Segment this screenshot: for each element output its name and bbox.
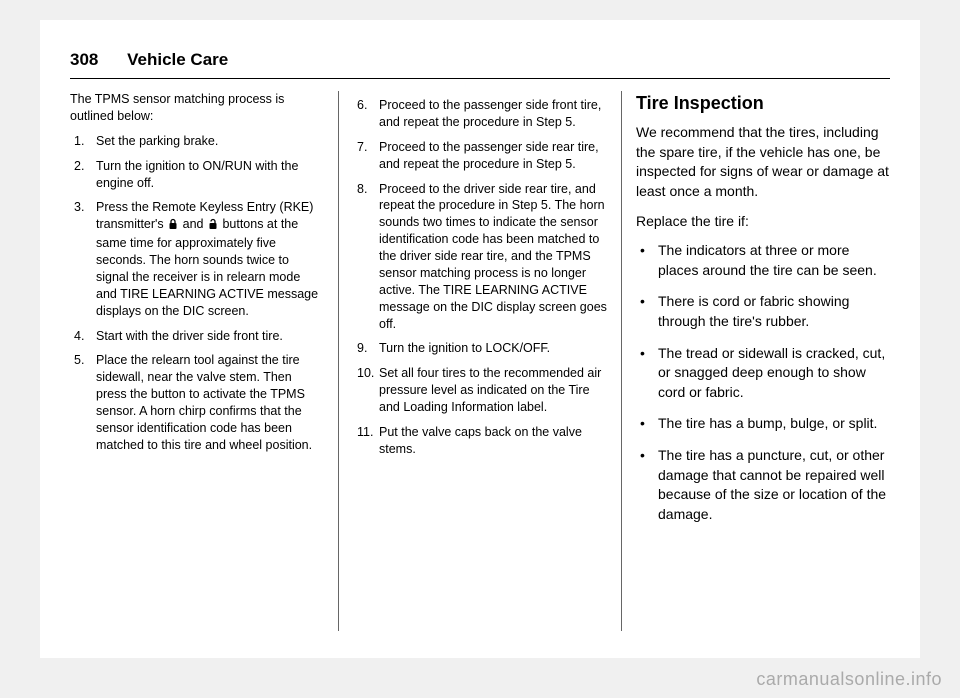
list-item: Proceed to the passenger side rear tire,… xyxy=(353,139,607,173)
col3-heading: Tire Inspection xyxy=(636,91,890,115)
section-title: Vehicle Care xyxy=(127,50,228,69)
list-item: Start with the driver side front tire. xyxy=(70,328,324,345)
col3-sub: Replace the tire if: xyxy=(636,212,890,232)
list-item: The tire has a bump, bulge, or split. xyxy=(636,414,890,434)
unlock-icon xyxy=(207,218,219,235)
page-header: 308 Vehicle Care xyxy=(70,50,890,79)
page-number: 308 xyxy=(70,50,98,70)
list-item: The tire has a puncture, cut, or other d… xyxy=(636,446,890,524)
list-item: Place the relearn tool against the tire … xyxy=(70,352,324,453)
list-item: The tread or sidewall is cracked, cut, o… xyxy=(636,344,890,403)
list-item: Put the valve caps back on the valve ste… xyxy=(353,424,607,458)
list-item: The indicators at three or more places a… xyxy=(636,241,890,280)
lock-icon xyxy=(167,218,179,235)
list-item: Press the Remote Keyless Entry (RKE) tra… xyxy=(70,199,324,319)
list-item: There is cord or fabric showing through … xyxy=(636,292,890,331)
content-columns: The TPMS sensor matching process is outl… xyxy=(70,91,890,631)
page: 308 Vehicle Care The TPMS sensor matchin… xyxy=(40,20,920,658)
col2-steps: Proceed to the passenger side front tire… xyxy=(353,97,607,458)
list-item: Set all four tires to the recommended ai… xyxy=(353,365,607,416)
column-1: The TPMS sensor matching process is outl… xyxy=(70,91,338,631)
watermark: carmanualsonline.info xyxy=(756,669,942,690)
list-item: Proceed to the passenger side front tire… xyxy=(353,97,607,131)
col1-steps: Set the parking brake. Turn the ignition … xyxy=(70,133,324,454)
col1-intro: The TPMS sensor matching process is outl… xyxy=(70,91,324,125)
list-item: Turn the ignition to LOCK/OFF. xyxy=(353,340,607,357)
column-3: Tire Inspection We recommend that the ti… xyxy=(622,91,890,631)
column-2: Proceed to the passenger side front tire… xyxy=(339,91,621,631)
col3-bullets: The indicators at three or more places a… xyxy=(636,241,890,524)
list-item: Set the parking brake. xyxy=(70,133,324,150)
list-item: Turn the ignition to ON/RUN with the eng… xyxy=(70,158,324,192)
col3-intro: We recommend that the tires, including t… xyxy=(636,123,890,201)
list-item: Proceed to the driver side rear tire, an… xyxy=(353,181,607,333)
